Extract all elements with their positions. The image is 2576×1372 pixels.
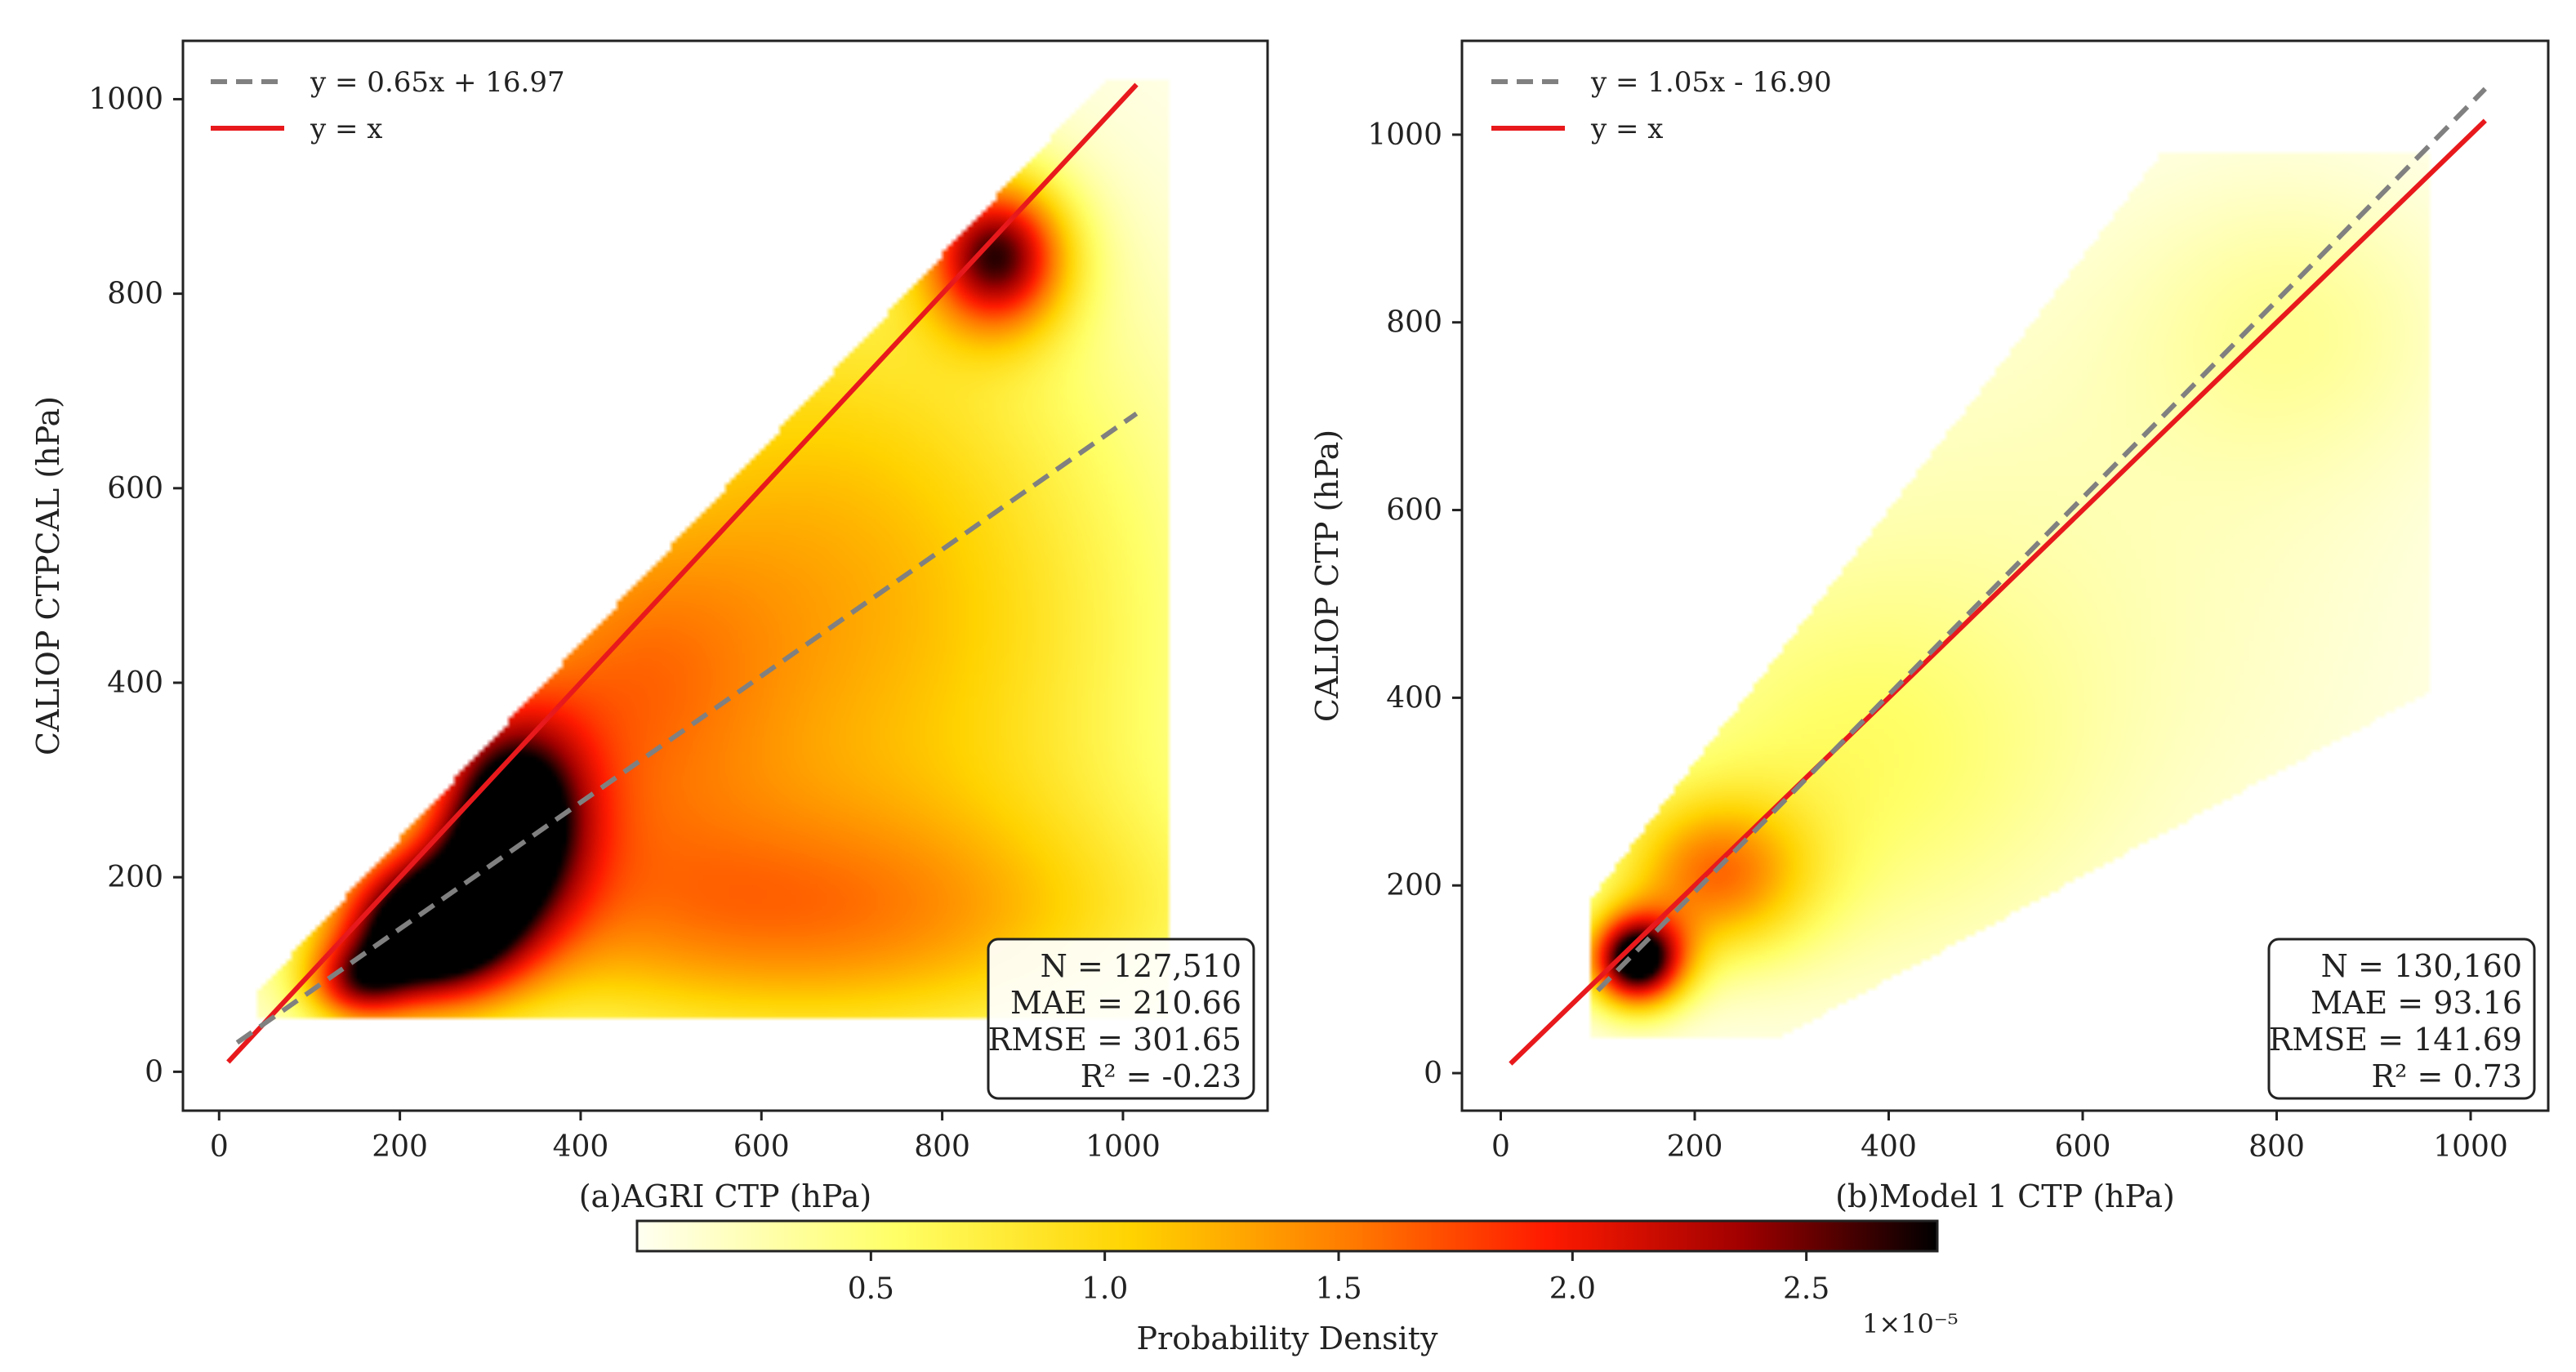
colorbar-tick-label-2: 1.5 [1315, 1272, 1362, 1306]
legend-identity-label-a: y = x [310, 113, 383, 145]
y-tick-label-a-0: 0 [145, 1055, 163, 1089]
fit-line-a [235, 411, 1139, 1045]
identity-line-a [226, 82, 1139, 1064]
y-tick-label-a-200: 200 [107, 861, 163, 894]
colorbar-gradient [635, 1219, 1939, 1253]
x-tick-label-b-0: 0 [1491, 1130, 1510, 1164]
axis-ticks-a: 0 200 400 600 800 1000 0 200 400 600 800 1000 [88, 82, 1160, 1164]
stats-r2-a: R² = -0.23 [1081, 1058, 1241, 1094]
colorbar-tick-label-0: 0.5 [848, 1272, 894, 1306]
plot-frame-b [1460, 39, 2550, 1112]
y-axis-label-a: CALIOP CTPCAL (hPa) [30, 396, 66, 755]
plot-frame-a [181, 39, 1269, 1112]
colorbar-label: Probability Density [1136, 1321, 1438, 1356]
panel-a: 0 200 400 600 800 1000 0 200 400 600 800 1000 (a)AG… [30, 39, 1269, 1214]
stats-n-b: N = 130,160 [2321, 948, 2522, 984]
colorbar-tick-label-1: 1.0 [1081, 1272, 1128, 1306]
colorbar-tick-label-4: 2.5 [1783, 1272, 1829, 1306]
stats-n-a: N = 127,510 [1041, 948, 1241, 984]
y-tick-label-b-0: 0 [1424, 1057, 1442, 1090]
density-map-a [183, 41, 1268, 1111]
colorbar-tick-label-3: 2.0 [1549, 1272, 1596, 1306]
y-tick-label-a-600: 600 [107, 472, 163, 506]
stats-box-a: N = 127,510 MAE = 210.66 RMSE = 301.65 R… [987, 938, 1255, 1100]
stats-mae-a: MAE = 210.66 [1010, 985, 1241, 1021]
legend-a: y = 0.65x + 16.97 y = x [211, 66, 565, 145]
colorbar-ticks: 0.5 1.0 1.5 2.0 2.5 [848, 1251, 1829, 1306]
y-tick-label-a-1000: 1000 [88, 82, 163, 116]
y-tick-label-a-400: 400 [107, 666, 163, 700]
x-tick-label-b-400: 400 [1861, 1130, 1917, 1164]
y-tick-label-b-1000: 1000 [1367, 118, 1442, 152]
legend-b: y = 1.05x - 16.90 y = x [1491, 66, 1832, 145]
y-tick-label-b-400: 400 [1386, 681, 1442, 715]
x-axis-label-a: (a)AGRI CTP (hPa) [579, 1178, 872, 1214]
stats-mae-b: MAE = 93.16 [2311, 985, 2522, 1021]
panel-b: 0 200 400 600 800 1000 0 200 400 600 800 1000 (b)Mo… [1309, 39, 2550, 1214]
plot-lines-a [226, 82, 1139, 1064]
stats-rmse-b: RMSE = 141.69 [2269, 1022, 2522, 1058]
colorbar-multiplier: 1×10⁻⁵ [1862, 1308, 1959, 1339]
identity-line-b [1509, 118, 2487, 1066]
x-tick-label-a-800: 800 [914, 1130, 970, 1164]
colorbar: 0.5 1.0 1.5 2.0 2.5 Probability Density 1×10… [635, 1219, 1959, 1356]
legend-fit-label-a: y = 0.65x + 16.97 [310, 66, 565, 99]
x-tick-label-b-800: 800 [2248, 1130, 2305, 1164]
x-tick-label-a-600: 600 [733, 1130, 790, 1164]
x-tick-label-a-400: 400 [553, 1130, 609, 1164]
stats-r2-b: R² = 0.73 [2372, 1058, 2522, 1094]
x-tick-label-b-200: 200 [1667, 1130, 1723, 1164]
x-tick-label-a-200: 200 [372, 1130, 428, 1164]
stats-box-b: N = 130,160 MAE = 93.16 RMSE = 141.69 R²… [2267, 938, 2536, 1100]
y-axis-label-b: CALIOP CTP (hPa) [1309, 430, 1345, 722]
x-axis-label-b: (b)Model 1 CTP (hPa) [1835, 1178, 2175, 1214]
x-tick-label-b-600: 600 [2055, 1130, 2111, 1164]
y-tick-label-b-600: 600 [1386, 494, 1442, 528]
legend-identity-label-b: y = x [1590, 113, 1664, 145]
fit-line-b [1596, 87, 2487, 992]
stats-rmse-a: RMSE = 301.65 [988, 1022, 1241, 1058]
plot-lines-b [1509, 87, 2487, 1066]
x-tick-label-b-1000: 1000 [2433, 1130, 2508, 1164]
axis-ticks-b: 0 200 400 600 800 1000 0 200 400 600 800 1000 [1367, 118, 2507, 1164]
y-tick-label-b-800: 800 [1386, 306, 1442, 340]
y-tick-label-b-200: 200 [1386, 869, 1442, 902]
legend-fit-label-b: y = 1.05x - 16.90 [1590, 66, 1832, 99]
x-tick-label-a-0: 0 [210, 1130, 229, 1164]
x-tick-label-a-1000: 1000 [1085, 1130, 1161, 1164]
y-tick-label-a-800: 800 [107, 278, 163, 311]
